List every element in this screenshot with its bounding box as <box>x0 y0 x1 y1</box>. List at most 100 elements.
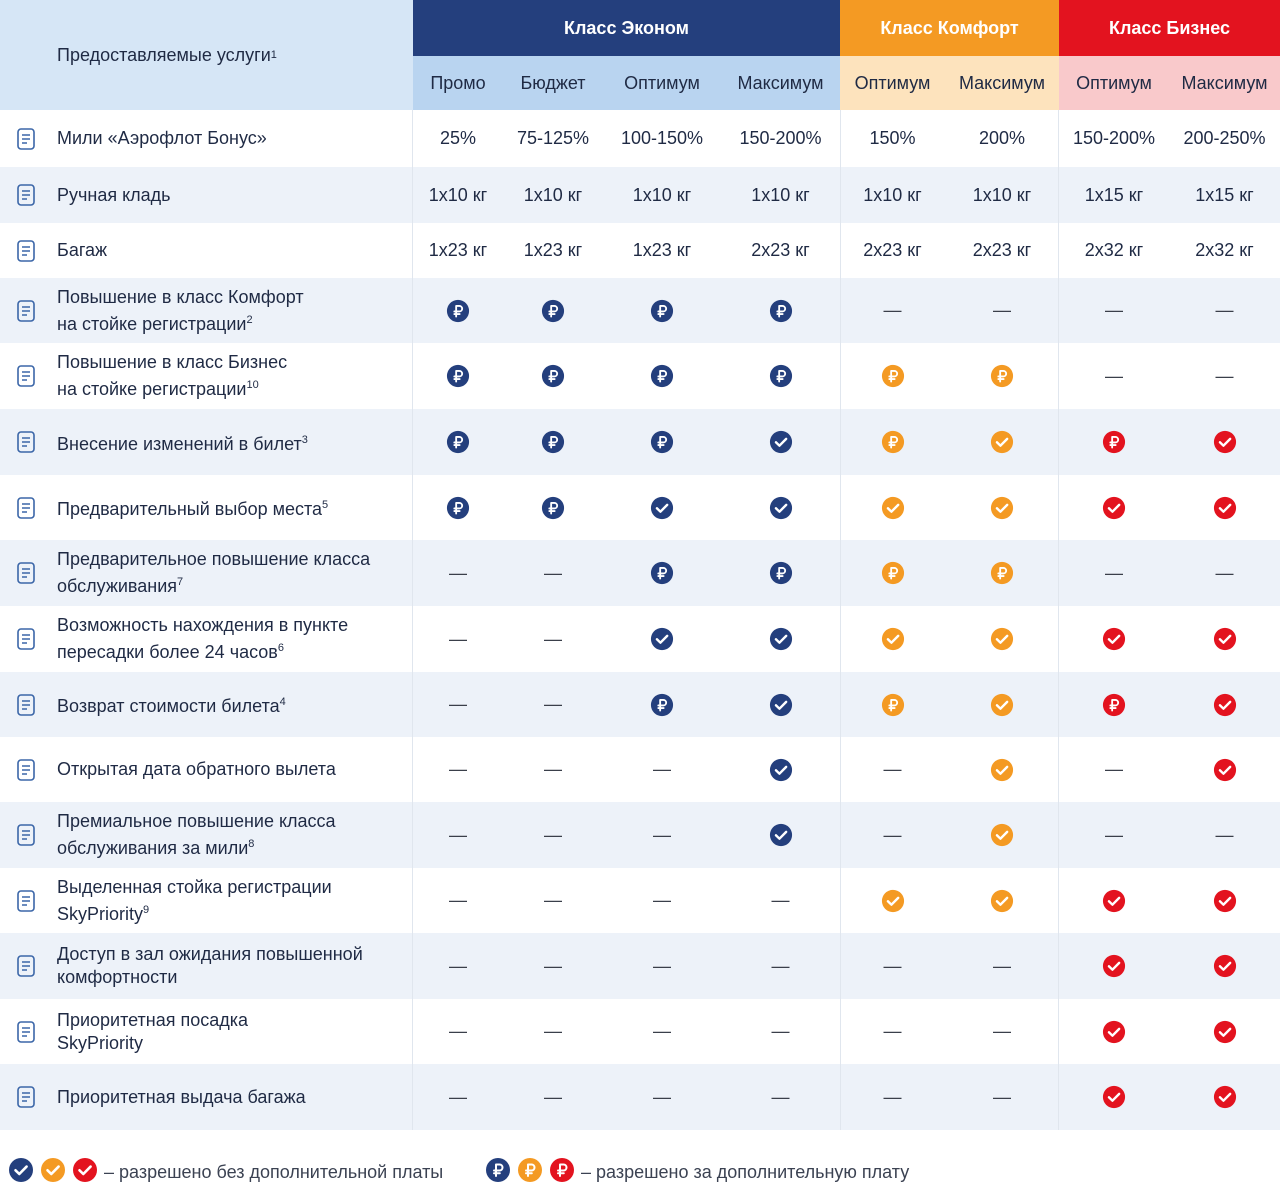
ruble-red-icon <box>549 1157 575 1188</box>
row-label-text: Доступ в зал ожидания повышенной <box>57 944 363 964</box>
check-orange-icon <box>945 868 1059 933</box>
value-cell: 25% <box>413 110 503 167</box>
legend-free: – разрешено без дополнительной платы <box>8 1157 444 1188</box>
checkin-desk-icon <box>10 885 42 917</box>
dash-mark: — <box>603 933 721 999</box>
ruble-orange-icon <box>945 540 1059 606</box>
check-red-icon <box>1169 409 1280 475</box>
row-label-text-line2: обслуживания за мили <box>57 838 249 858</box>
value-text: 150% <box>869 128 916 148</box>
check-orange-icon <box>840 475 945 540</box>
ruble-navy-icon <box>485 1157 511 1188</box>
value-cell: 2x32 кг <box>1059 223 1169 278</box>
row-label-text: Повышение в класс Бизнес <box>57 352 288 372</box>
dash-mark: — <box>1169 802 1280 868</box>
table-row: Возврат стоимости билета4 — — <box>0 672 1280 737</box>
dash-mark: — <box>1059 343 1169 409</box>
check-orange-icon <box>945 606 1059 672</box>
ruble-navy-icon <box>413 409 503 475</box>
table-row: Внесение изменений в билет3 <box>0 409 1280 475</box>
check-red-icon <box>1059 1064 1169 1130</box>
value-cell: 2x32 кг <box>1169 223 1280 278</box>
row-label-text-line2: SkyPriority <box>57 903 144 924</box>
fare-header-4: Оптимум <box>840 56 945 110</box>
row-label-text: Мили «Аэрофлот Бонус» <box>57 128 267 148</box>
table-row: Мили «Аэрофлот Бонус» 25% 75-125% 100-150% 1… <box>0 110 1280 167</box>
class-header-business: Класс Бизнес <box>1059 0 1280 56</box>
ruble-navy-icon <box>503 278 603 343</box>
dash-mark: — <box>603 737 721 802</box>
fare-header-7: Максимум <box>1169 56 1280 110</box>
check-red-icon <box>1169 868 1280 933</box>
value-text: 1x15 кг <box>1195 184 1254 205</box>
row-label-text-line2: обслуживания <box>57 576 178 596</box>
dash-glyph: — <box>883 955 902 976</box>
dash-glyph: — <box>449 759 467 779</box>
value-cell: 1x23 кг <box>603 223 721 278</box>
dash-glyph: — <box>544 890 562 910</box>
boarding-person-icon <box>10 1016 42 1048</box>
dash-mark: — <box>721 868 840 933</box>
seat-upgrade-icon <box>10 295 42 327</box>
value-text: 2x32 кг <box>1084 240 1144 260</box>
table-row: Приоритетная посадка SkyPriority — — — — — — <box>0 999 1280 1064</box>
ruble-navy-icon <box>603 540 721 606</box>
dash-mark: — <box>503 540 603 606</box>
table-row: Доступ в зал ожидания повышенной комфортн… <box>0 933 1280 999</box>
dash-mark: — <box>603 1064 721 1130</box>
check-orange-icon <box>40 1157 66 1188</box>
wallet-refund-icon <box>10 689 42 721</box>
dash-mark: — <box>945 933 1059 999</box>
dash-glyph: — <box>449 955 467 976</box>
dash-mark: — <box>840 933 945 999</box>
value-text: 2x32 кг <box>1195 240 1254 260</box>
dash-glyph: — <box>1105 759 1123 779</box>
row-label-text: Багаж <box>57 240 108 260</box>
dash-mark: — <box>413 540 503 606</box>
dash-mark: — <box>503 933 603 999</box>
dash-glyph: — <box>993 300 1011 320</box>
row-label-footnote: 4 <box>279 696 286 708</box>
dash-glyph: — <box>993 955 1011 976</box>
row-label-text: Приоритетная посадка <box>57 1009 249 1030</box>
ruble-navy-icon <box>413 343 503 409</box>
dash-glyph: — <box>1215 824 1234 845</box>
dash-glyph: — <box>449 694 467 714</box>
row-label-text-line2: на стойке регистрации <box>57 313 247 334</box>
dash-mark: — <box>840 999 945 1064</box>
check-orange-icon <box>840 868 945 933</box>
dash-mark: — <box>603 999 721 1064</box>
check-orange-icon <box>945 475 1059 540</box>
fare-header-0: Промо <box>413 56 503 110</box>
table-row: Премиальное повышение класса обслуживания… <box>0 802 1280 868</box>
dash-mark: — <box>503 802 603 868</box>
value-text: 1x10 кг <box>751 184 810 205</box>
dash-mark: — <box>503 606 603 672</box>
dash-glyph: — <box>883 1021 902 1041</box>
class-header-comfort: Класс Комфорт <box>840 0 1059 56</box>
dash-glyph: — <box>449 1086 467 1107</box>
check-navy-icon <box>721 672 840 737</box>
legend-paid: – разрешено за дополнительную плату <box>485 1157 910 1188</box>
table-row: Приоритетная выдача багажа — — — — — — <box>0 1064 1280 1130</box>
row-label: Предварительный выбор места5 <box>57 475 407 540</box>
row-label: Премиальное повышение класса обслуживания… <box>57 802 407 868</box>
ruble-navy-icon <box>503 409 603 475</box>
row-label: Возможность нахождения в пункте пересадки… <box>57 606 407 672</box>
row-label: Доступ в зал ожидания повышенной комфортн… <box>57 933 407 999</box>
dash-mark: — <box>1169 278 1280 343</box>
legend-free-text: – разрешено без дополнительной платы <box>104 1161 444 1182</box>
table-row: Открытая дата обратного вылета — — — — — <box>0 737 1280 802</box>
dash-glyph: — <box>771 890 790 910</box>
fare-comparison-table: Предоставляемые услуги 1 Класс Эконом Кла… <box>0 0 1280 1130</box>
row-label: Возврат стоимости билета4 <box>57 672 407 737</box>
check-navy-icon <box>603 475 721 540</box>
dash-glyph: — <box>771 955 790 976</box>
dash-glyph: — <box>1215 365 1234 386</box>
check-red-icon <box>1169 737 1280 802</box>
row-label: Предварительное повышение класса обслужив… <box>57 540 407 606</box>
row-label-text-line2: пересадки более 24 часов <box>57 642 278 662</box>
dash-glyph: — <box>653 955 671 976</box>
legend-paid-text: – разрешено за дополнительную плату <box>581 1161 910 1182</box>
value-text: 1x15 кг <box>1084 184 1144 205</box>
